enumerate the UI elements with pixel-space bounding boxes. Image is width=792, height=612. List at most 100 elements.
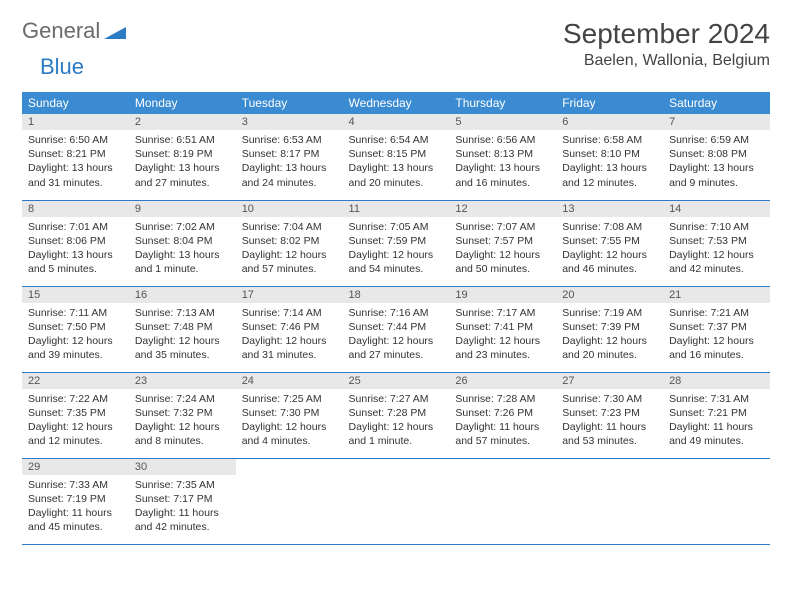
- sunrise-line: Sunrise: 7:13 AM: [135, 306, 230, 320]
- sunrise-line: Sunrise: 7:22 AM: [28, 392, 123, 406]
- sunrise-line: Sunrise: 7:19 AM: [562, 306, 657, 320]
- day-number: 22: [22, 373, 129, 389]
- daylight-line: Daylight: 12 hours and 1 minute.: [349, 420, 444, 448]
- day-number: 25: [343, 373, 450, 389]
- daylight-line: Daylight: 13 hours and 27 minutes.: [135, 161, 230, 189]
- daylight-line: Daylight: 12 hours and 57 minutes.: [242, 248, 337, 276]
- daylight-line: Daylight: 11 hours and 42 minutes.: [135, 506, 230, 534]
- calendar-row: 8Sunrise: 7:01 AMSunset: 8:06 PMDaylight…: [22, 200, 770, 286]
- calendar-cell: 23Sunrise: 7:24 AMSunset: 7:32 PMDayligh…: [129, 372, 236, 458]
- calendar-cell: 15Sunrise: 7:11 AMSunset: 7:50 PMDayligh…: [22, 286, 129, 372]
- weekday-header: Thursday: [449, 92, 556, 114]
- calendar-cell: 13Sunrise: 7:08 AMSunset: 7:55 PMDayligh…: [556, 200, 663, 286]
- day-details: Sunrise: 7:28 AMSunset: 7:26 PMDaylight:…: [449, 389, 556, 455]
- day-details: Sunrise: 6:59 AMSunset: 8:08 PMDaylight:…: [663, 130, 770, 196]
- sunrise-line: Sunrise: 7:08 AM: [562, 220, 657, 234]
- title-block: September 2024 Baelen, Wallonia, Belgium: [563, 18, 770, 70]
- day-number: 2: [129, 114, 236, 130]
- calendar-cell: 2Sunrise: 6:51 AMSunset: 8:19 PMDaylight…: [129, 114, 236, 200]
- day-number: 1: [22, 114, 129, 130]
- calendar-row: 15Sunrise: 7:11 AMSunset: 7:50 PMDayligh…: [22, 286, 770, 372]
- daylight-line: Daylight: 13 hours and 24 minutes.: [242, 161, 337, 189]
- sunset-line: Sunset: 8:15 PM: [349, 147, 444, 161]
- sunset-line: Sunset: 7:55 PM: [562, 234, 657, 248]
- calendar-cell: 12Sunrise: 7:07 AMSunset: 7:57 PMDayligh…: [449, 200, 556, 286]
- sunset-line: Sunset: 8:08 PM: [669, 147, 764, 161]
- sunrise-line: Sunrise: 7:27 AM: [349, 392, 444, 406]
- calendar-cell: 9Sunrise: 7:02 AMSunset: 8:04 PMDaylight…: [129, 200, 236, 286]
- sunrise-line: Sunrise: 7:02 AM: [135, 220, 230, 234]
- day-number: 10: [236, 201, 343, 217]
- weekday-header-row: Sunday Monday Tuesday Wednesday Thursday…: [22, 92, 770, 114]
- day-number: 14: [663, 201, 770, 217]
- calendar-cell: 4Sunrise: 6:54 AMSunset: 8:15 PMDaylight…: [343, 114, 450, 200]
- sunset-line: Sunset: 8:06 PM: [28, 234, 123, 248]
- day-details: Sunrise: 7:04 AMSunset: 8:02 PMDaylight:…: [236, 217, 343, 283]
- sunset-line: Sunset: 7:39 PM: [562, 320, 657, 334]
- day-number: 12: [449, 201, 556, 217]
- sunset-line: Sunset: 7:23 PM: [562, 406, 657, 420]
- logo: General: [22, 18, 128, 44]
- sunrise-line: Sunrise: 7:05 AM: [349, 220, 444, 234]
- daylight-line: Daylight: 12 hours and 54 minutes.: [349, 248, 444, 276]
- weekday-header: Wednesday: [343, 92, 450, 114]
- calendar-cell: 3Sunrise: 6:53 AMSunset: 8:17 PMDaylight…: [236, 114, 343, 200]
- day-details: Sunrise: 7:22 AMSunset: 7:35 PMDaylight:…: [22, 389, 129, 455]
- sunrise-line: Sunrise: 7:16 AM: [349, 306, 444, 320]
- daylight-line: Daylight: 12 hours and 23 minutes.: [455, 334, 550, 362]
- sunset-line: Sunset: 8:04 PM: [135, 234, 230, 248]
- day-details: Sunrise: 7:02 AMSunset: 8:04 PMDaylight:…: [129, 217, 236, 283]
- sunset-line: Sunset: 7:44 PM: [349, 320, 444, 334]
- sunset-line: Sunset: 7:37 PM: [669, 320, 764, 334]
- weekday-header: Tuesday: [236, 92, 343, 114]
- daylight-line: Daylight: 12 hours and 16 minutes.: [669, 334, 764, 362]
- day-number: 16: [129, 287, 236, 303]
- daylight-line: Daylight: 12 hours and 8 minutes.: [135, 420, 230, 448]
- day-details: Sunrise: 6:50 AMSunset: 8:21 PMDaylight:…: [22, 130, 129, 196]
- day-number: 7: [663, 114, 770, 130]
- calendar-row: 1Sunrise: 6:50 AMSunset: 8:21 PMDaylight…: [22, 114, 770, 200]
- sunrise-line: Sunrise: 6:56 AM: [455, 133, 550, 147]
- sunrise-line: Sunrise: 6:58 AM: [562, 133, 657, 147]
- calendar-cell: 17Sunrise: 7:14 AMSunset: 7:46 PMDayligh…: [236, 286, 343, 372]
- calendar-cell: 8Sunrise: 7:01 AMSunset: 8:06 PMDaylight…: [22, 200, 129, 286]
- calendar-cell: 5Sunrise: 6:56 AMSunset: 8:13 PMDaylight…: [449, 114, 556, 200]
- day-number: 26: [449, 373, 556, 389]
- calendar-cell: 18 Sunrise: 7:16 AMSunset: 7:44 PMDayligh…: [343, 286, 450, 372]
- header: General September 2024 Baelen, Wallonia,…: [22, 18, 770, 70]
- daylight-line: Daylight: 12 hours and 27 minutes.: [349, 334, 444, 362]
- calendar-cell: 26Sunrise: 7:28 AMSunset: 7:26 PMDayligh…: [449, 372, 556, 458]
- day-details: Sunrise: 7:11 AMSunset: 7:50 PMDaylight:…: [22, 303, 129, 369]
- day-details: Sunrise: 7:07 AMSunset: 7:57 PMDaylight:…: [449, 217, 556, 283]
- sunset-line: Sunset: 7:35 PM: [28, 406, 123, 420]
- day-number: 18: [343, 287, 450, 303]
- day-number: 11: [343, 201, 450, 217]
- day-number: 3: [236, 114, 343, 130]
- day-details: Sunrise: 6:58 AMSunset: 8:10 PMDaylight:…: [556, 130, 663, 196]
- sunset-line: Sunset: 7:30 PM: [242, 406, 337, 420]
- sunset-line: Sunset: 8:13 PM: [455, 147, 550, 161]
- month-title: September 2024: [563, 18, 770, 50]
- calendar-table: Sunday Monday Tuesday Wednesday Thursday…: [22, 92, 770, 545]
- sunset-line: Sunset: 7:41 PM: [455, 320, 550, 334]
- calendar-cell: 10Sunrise: 7:04 AMSunset: 8:02 PMDayligh…: [236, 200, 343, 286]
- daylight-line: Daylight: 13 hours and 31 minutes.: [28, 161, 123, 189]
- sunrise-line: Sunrise: 7:07 AM: [455, 220, 550, 234]
- day-details: Sunrise: 6:54 AMSunset: 8:15 PMDaylight:…: [343, 130, 450, 196]
- sunset-line: Sunset: 7:59 PM: [349, 234, 444, 248]
- day-number: 9: [129, 201, 236, 217]
- daylight-line: Daylight: 12 hours and 39 minutes.: [28, 334, 123, 362]
- daylight-line: Daylight: 11 hours and 45 minutes.: [28, 506, 123, 534]
- sunset-line: Sunset: 7:53 PM: [669, 234, 764, 248]
- sunrise-line: Sunrise: 7:35 AM: [135, 478, 230, 492]
- day-number: 13: [556, 201, 663, 217]
- calendar-cell: 16Sunrise: 7:13 AMSunset: 7:48 PMDayligh…: [129, 286, 236, 372]
- daylight-line: Daylight: 13 hours and 20 minutes.: [349, 161, 444, 189]
- daylight-line: Daylight: 12 hours and 50 minutes.: [455, 248, 550, 276]
- day-number: 27: [556, 373, 663, 389]
- sunrise-line: Sunrise: 7:21 AM: [669, 306, 764, 320]
- day-number: 19: [449, 287, 556, 303]
- sunrise-line: Sunrise: 7:33 AM: [28, 478, 123, 492]
- daylight-line: Daylight: 12 hours and 4 minutes.: [242, 420, 337, 448]
- sunset-line: Sunset: 7:19 PM: [28, 492, 123, 506]
